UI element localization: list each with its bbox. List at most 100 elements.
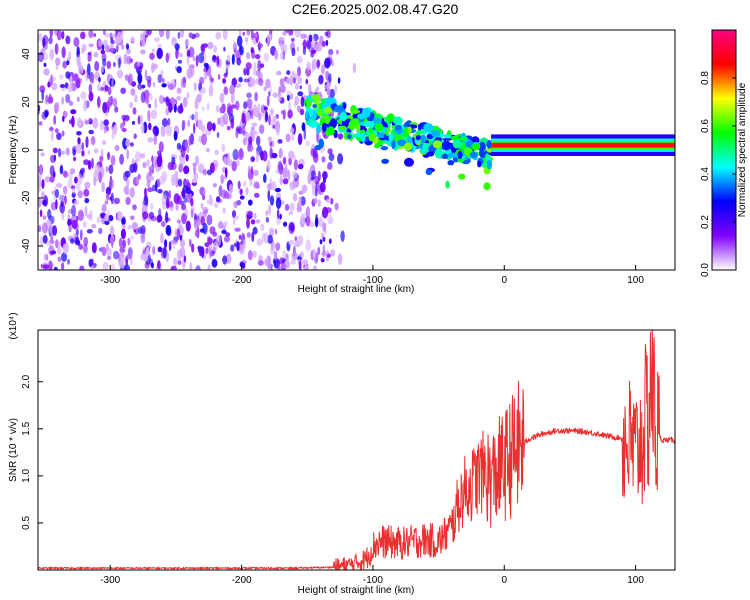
- heatmap-cell: [234, 215, 239, 220]
- x-tick-label: -200: [232, 575, 252, 586]
- heatmap-cell: [246, 98, 253, 109]
- heatmap-cell: [263, 52, 270, 62]
- heatmap-cell: [239, 248, 245, 255]
- heatmap-cell: [322, 177, 327, 184]
- colorbar-tick-label: 0.6: [700, 119, 711, 133]
- heatmap-cell: [297, 66, 301, 77]
- heatmap-cell: [120, 228, 126, 240]
- x-tick-label: 100: [627, 575, 644, 586]
- heatmap-cell: [200, 43, 205, 55]
- heatmap-cell: [338, 125, 347, 131]
- heatmap-cell: [289, 202, 295, 212]
- heatmap-cell: [286, 70, 291, 76]
- heatmap-cell: [79, 265, 85, 270]
- heatmap-cell: [76, 131, 82, 136]
- heatmap-cell: [230, 244, 235, 252]
- heatmap-cell: [174, 43, 180, 51]
- heatmap-cell: [222, 78, 227, 84]
- heatmap-cell: [41, 179, 45, 189]
- heatmap-cell: [152, 245, 156, 255]
- heatmap-cell: [189, 238, 192, 248]
- heatmap-cell: [64, 195, 67, 205]
- heatmap-cell: [109, 178, 114, 190]
- heatmap-cell: [269, 108, 274, 116]
- heatmap-cell: [84, 197, 90, 204]
- heatmap-cell: [296, 55, 303, 64]
- heatmap-cell: [91, 242, 97, 254]
- heatmap-cell: [386, 113, 395, 123]
- heatmap-cell: [216, 104, 219, 113]
- heatmap-cell: [183, 165, 190, 175]
- heatmap-cell: [246, 92, 252, 99]
- heatmap-cell: [185, 187, 192, 194]
- heatmap-cell: [337, 153, 344, 165]
- heatmap-cell: [144, 98, 149, 104]
- y-tick-label: 2.0: [21, 374, 32, 388]
- heatmap-cell: [314, 41, 318, 46]
- heatmap-cell: [78, 243, 84, 250]
- heatmap-cell: [199, 89, 203, 98]
- heatmap-cell: [61, 96, 65, 105]
- heatmap-cell: [211, 258, 218, 268]
- heatmap-cell: [246, 30, 251, 36]
- heatmap-cell: [104, 220, 110, 226]
- heatmap-cell: [246, 232, 251, 238]
- heatmap-cell: [322, 206, 329, 219]
- heatmap-cell: [324, 84, 329, 90]
- heatmap-cell: [374, 123, 384, 132]
- heatmap-cell: [447, 152, 458, 158]
- heatmap-cell: [61, 30, 65, 40]
- heatmap-cell: [238, 234, 242, 240]
- heatmap-cell: [153, 133, 157, 146]
- heatmap-cell: [140, 49, 146, 55]
- snr-multiplier: (x10⁴): [8, 312, 19, 339]
- heatmap-cell: [288, 101, 291, 112]
- heatmap-cell: [279, 214, 282, 220]
- heatmap-cell: [291, 47, 296, 57]
- heatmap-cell: [50, 74, 53, 86]
- heatmap-cell: [288, 239, 295, 246]
- heatmap-cell: [299, 108, 305, 116]
- heatmap-cell: [200, 246, 205, 259]
- heatmap-cell: [47, 81, 51, 88]
- heatmap-cell: [91, 224, 97, 229]
- heatmap-cell: [194, 155, 200, 166]
- heatmap-cell: [193, 122, 196, 135]
- heatmap-cell: [42, 199, 47, 206]
- heatmap-cell: [297, 76, 303, 85]
- heatmap-cell: [40, 191, 45, 199]
- heatmap-cell: [245, 36, 249, 43]
- heatmap-cell: [244, 139, 248, 145]
- heatmap-cell: [327, 126, 335, 136]
- heatmap-cell: [486, 155, 492, 162]
- heatmap-cell: [217, 117, 221, 126]
- heatmap-cell: [160, 232, 164, 244]
- heatmap-cell: [129, 187, 135, 198]
- heatmap-cell: [169, 200, 174, 208]
- heatmap-cell: [293, 159, 298, 171]
- heatmap-cell: [275, 70, 282, 76]
- heatmap-cell: [111, 78, 114, 90]
- heatmap-cell: [48, 260, 53, 270]
- heatmap-cell: [72, 148, 77, 156]
- heatmap-cell: [156, 155, 163, 168]
- heatmap-cell: [156, 47, 163, 60]
- heatmap-cell: [144, 69, 148, 81]
- heatmap-cell: [125, 196, 131, 206]
- heatmap-cell: [236, 125, 242, 133]
- heatmap-cell: [72, 186, 76, 195]
- heatmap-cell: [190, 197, 194, 207]
- heatmap-cell: [266, 35, 270, 47]
- heatmap-cell: [212, 122, 216, 132]
- heatmap-cell: [193, 82, 197, 91]
- heatmap-cell: [447, 160, 455, 166]
- heatmap-cell: [121, 44, 125, 50]
- heatmap-cell: [208, 85, 214, 97]
- heatmap-cell: [302, 46, 306, 56]
- heatmap-cell: [43, 68, 50, 76]
- heatmap-cell: [100, 49, 106, 55]
- heatmap-cell: [257, 43, 263, 48]
- heatmap-cell: [247, 136, 253, 143]
- heatmap-cell: [340, 230, 345, 242]
- heatmap-cell: [116, 31, 123, 44]
